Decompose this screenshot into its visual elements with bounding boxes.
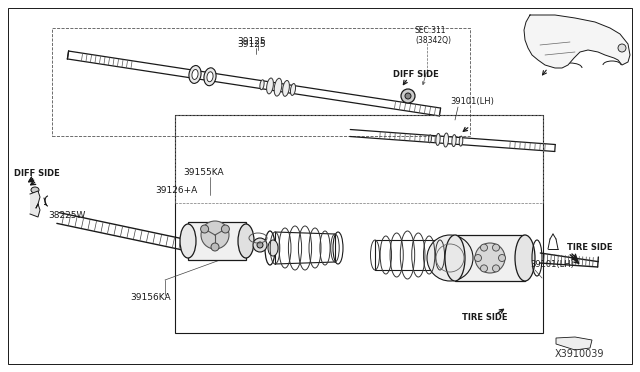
Ellipse shape bbox=[238, 224, 254, 258]
Text: 38225W: 38225W bbox=[48, 211, 85, 219]
Text: DIFF SIDE: DIFF SIDE bbox=[14, 169, 60, 177]
Text: X3910039: X3910039 bbox=[555, 349, 605, 359]
Ellipse shape bbox=[475, 243, 505, 273]
Text: SEC.311: SEC.311 bbox=[415, 26, 447, 35]
Text: 39101(LH): 39101(LH) bbox=[530, 260, 574, 269]
Ellipse shape bbox=[405, 93, 411, 99]
Ellipse shape bbox=[436, 134, 440, 145]
Ellipse shape bbox=[452, 135, 456, 147]
Bar bbox=[175, 115, 543, 203]
Ellipse shape bbox=[267, 78, 273, 94]
Ellipse shape bbox=[618, 44, 626, 52]
Ellipse shape bbox=[481, 244, 488, 251]
Ellipse shape bbox=[427, 235, 473, 281]
Ellipse shape bbox=[189, 65, 201, 83]
Ellipse shape bbox=[474, 254, 481, 262]
Bar bbox=[455, 235, 525, 281]
Ellipse shape bbox=[401, 89, 415, 103]
Text: 39125: 39125 bbox=[237, 39, 266, 48]
Text: 39125: 39125 bbox=[237, 36, 266, 45]
Text: 39155KA: 39155KA bbox=[183, 167, 223, 176]
Text: 39101(LH): 39101(LH) bbox=[450, 96, 494, 106]
Ellipse shape bbox=[515, 235, 535, 281]
Ellipse shape bbox=[444, 133, 449, 147]
Ellipse shape bbox=[493, 244, 499, 251]
Bar bbox=[188, 222, 246, 260]
Text: TIRE SIDE: TIRE SIDE bbox=[567, 243, 612, 251]
Ellipse shape bbox=[268, 240, 278, 256]
Polygon shape bbox=[30, 191, 40, 217]
Polygon shape bbox=[556, 337, 592, 350]
Ellipse shape bbox=[481, 265, 488, 272]
Ellipse shape bbox=[207, 72, 213, 82]
Ellipse shape bbox=[257, 242, 263, 248]
Text: TIRE SIDE: TIRE SIDE bbox=[462, 314, 508, 323]
Ellipse shape bbox=[200, 225, 209, 233]
Ellipse shape bbox=[31, 187, 39, 193]
Ellipse shape bbox=[274, 78, 282, 96]
Ellipse shape bbox=[499, 254, 506, 262]
Ellipse shape bbox=[260, 80, 264, 90]
Text: DIFF SIDE: DIFF SIDE bbox=[393, 70, 439, 78]
Ellipse shape bbox=[429, 135, 431, 143]
Bar bbox=[52, 28, 470, 136]
Text: 39156KA: 39156KA bbox=[130, 294, 171, 302]
Ellipse shape bbox=[192, 70, 198, 80]
Ellipse shape bbox=[253, 238, 267, 252]
Ellipse shape bbox=[204, 68, 216, 86]
Text: (38342Q): (38342Q) bbox=[415, 35, 451, 45]
Ellipse shape bbox=[291, 84, 296, 95]
Bar bbox=[175, 115, 543, 333]
Ellipse shape bbox=[221, 225, 229, 233]
Ellipse shape bbox=[211, 243, 219, 251]
Text: 39126+A: 39126+A bbox=[155, 186, 197, 195]
Ellipse shape bbox=[493, 265, 499, 272]
Ellipse shape bbox=[180, 224, 196, 258]
Ellipse shape bbox=[445, 235, 465, 281]
Ellipse shape bbox=[283, 80, 289, 96]
Ellipse shape bbox=[460, 136, 463, 146]
Polygon shape bbox=[524, 15, 630, 68]
Ellipse shape bbox=[201, 221, 229, 249]
